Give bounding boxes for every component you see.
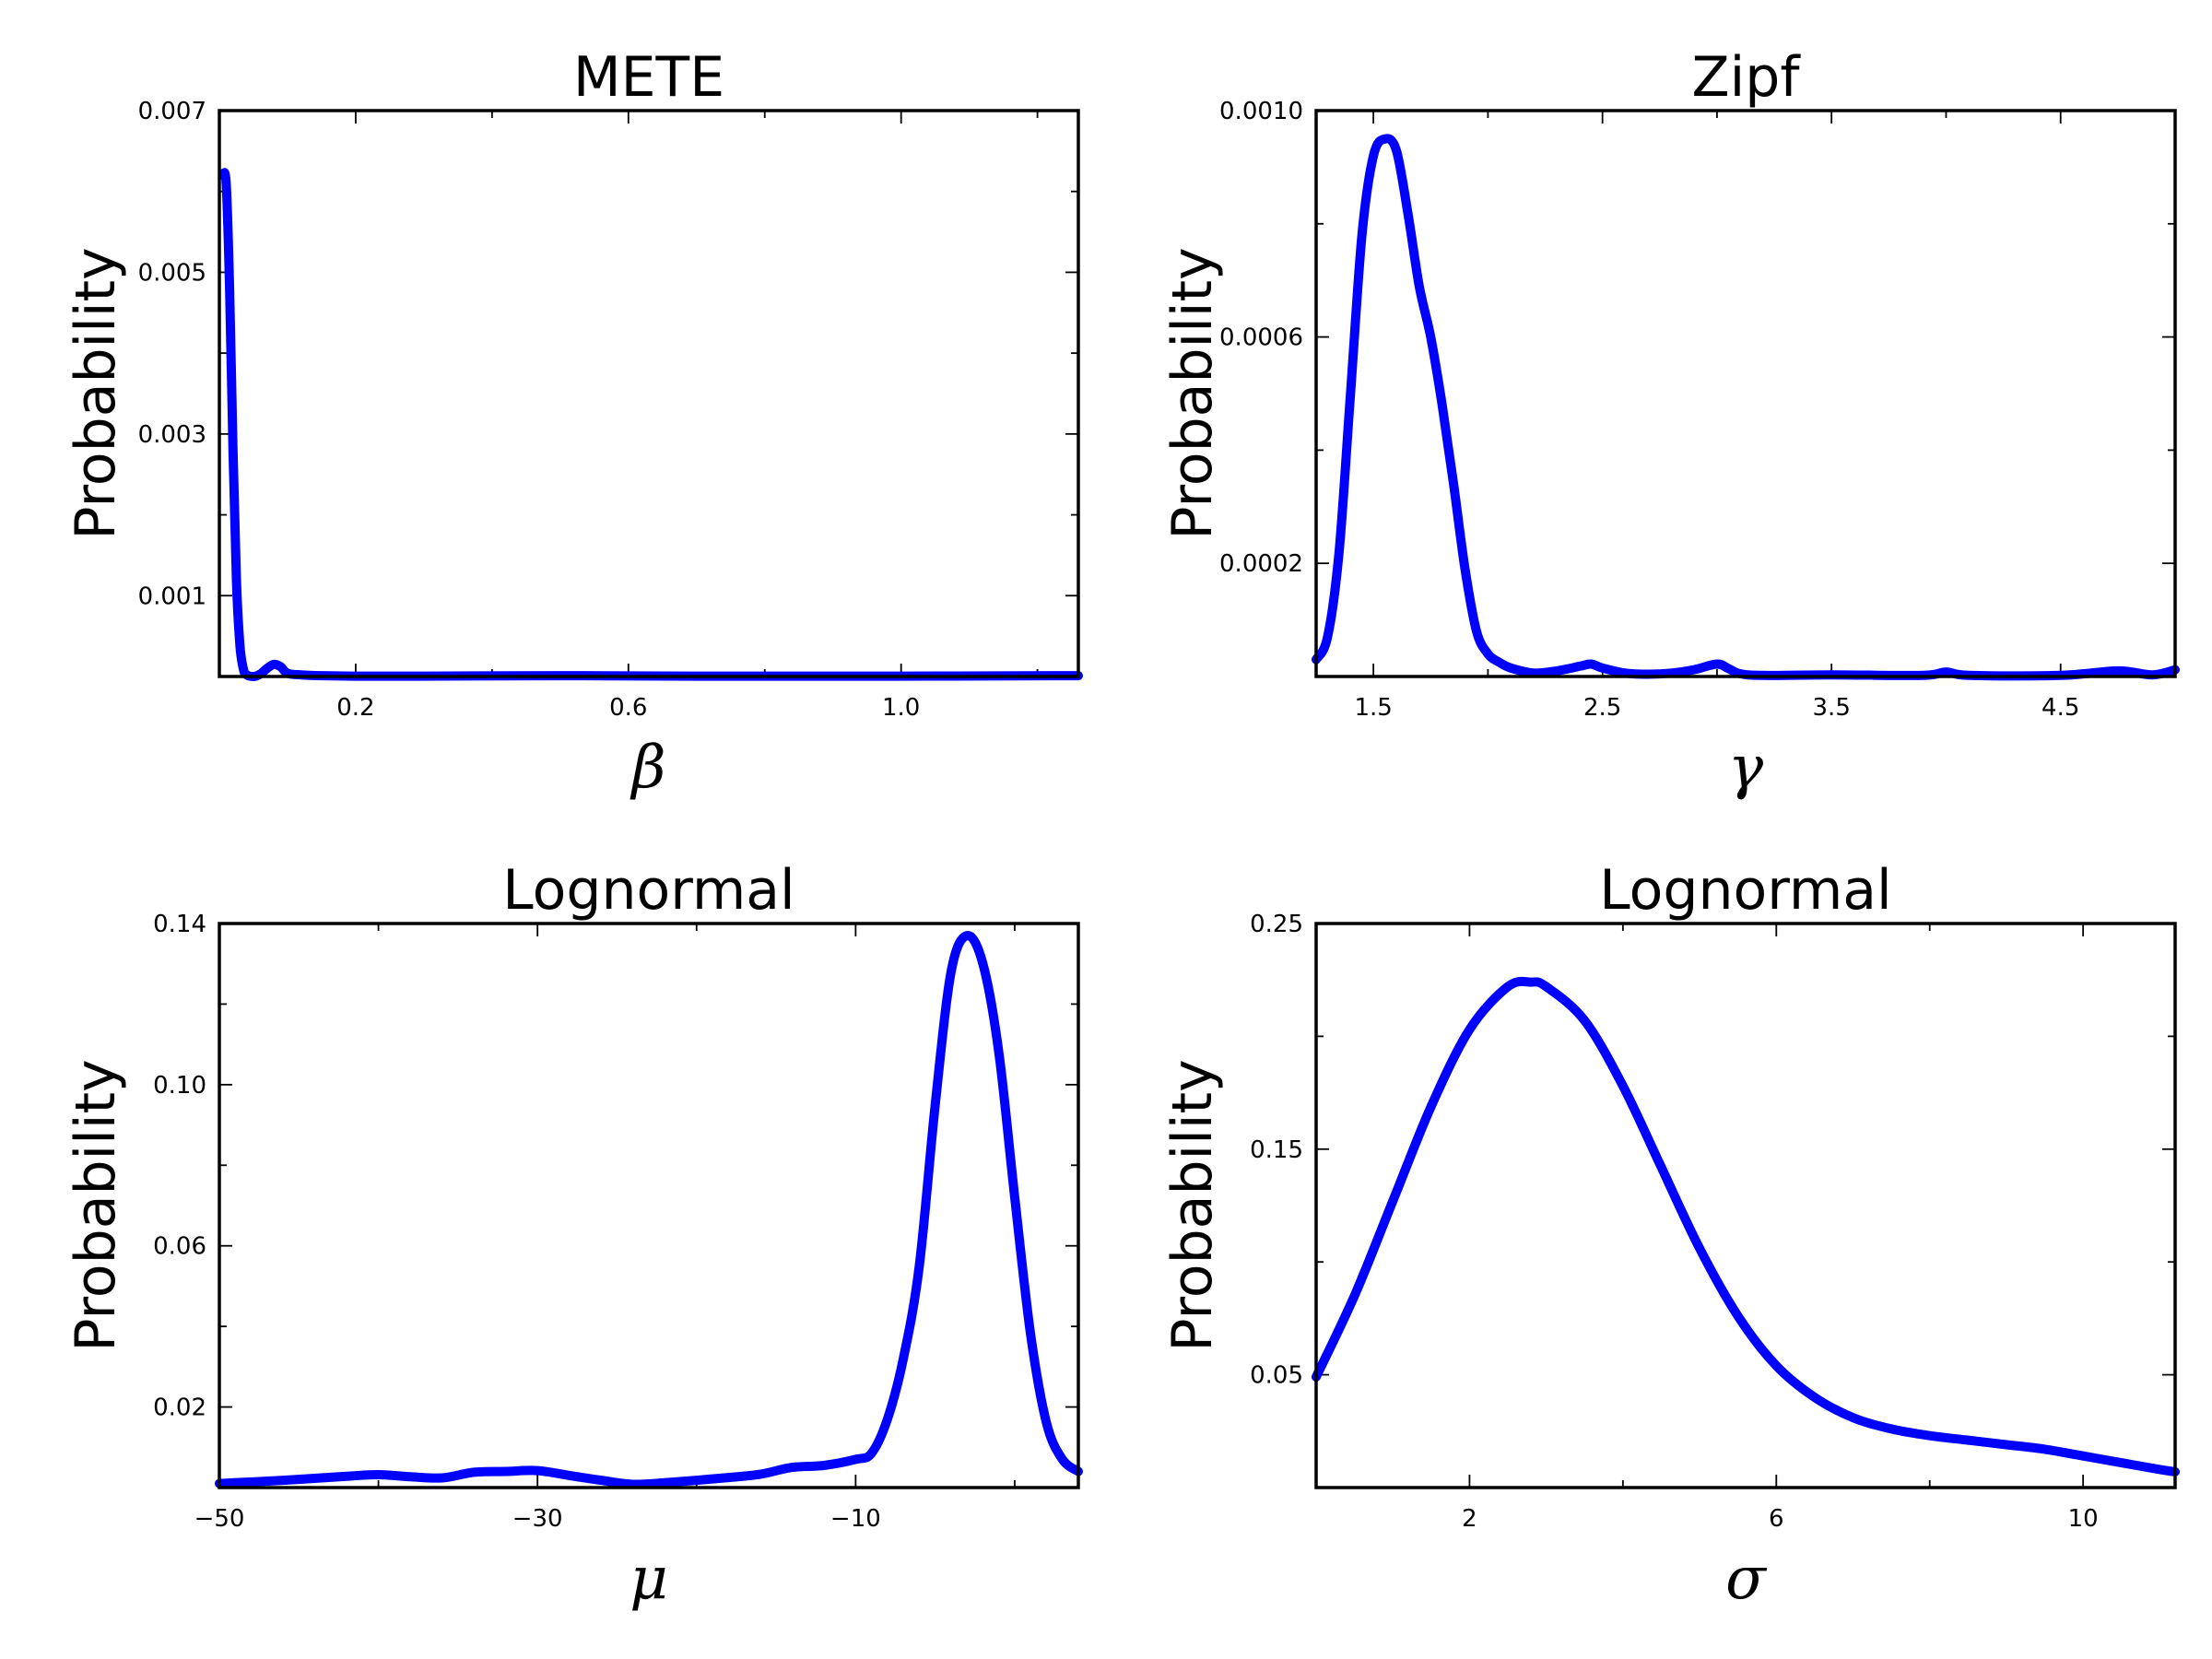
panel-mete: METE Probability β 0.2 0.6 1.00.0010.0030.… [64,45,1083,802]
tick-group: 0.2 0.6 1.0 0.001 0.003 0.005 0.007 [138,98,1078,722]
x-tick-label: 0.6 [609,694,647,722]
panel-title: Lognormal [1599,858,1891,923]
y-tick-label: 0.0006 [1219,324,1303,352]
x-axis-label: γ [1728,734,1764,802]
y-tick-label: 0.06 [153,1233,206,1261]
series-line [1312,134,2180,681]
y-tick-label: 0.005 [138,259,206,287]
y-tick-label: 0.25 [1250,911,1303,938]
y-tick-label: 0.0002 [1219,550,1303,578]
y-tick-label: 0.007 [138,98,206,125]
tick-group: −50 −30 −10 0.02 0.06 0.10 0.14 [153,911,1078,1533]
y-axis-label: Probability [64,247,128,539]
x-tick-label: 3.5 [1813,694,1851,722]
x-tick-label: −50 [194,1505,245,1533]
y-axis-label: Probability [1160,1059,1225,1351]
plot-area [1314,109,2177,678]
panel-lognormal-mu: Lognormal Probability μ −50 −30 −10 0.02 0.0… [64,858,1083,1613]
y-axis-label: Probability [64,1059,128,1351]
series-line [218,168,1083,681]
plot-area [218,922,1080,1489]
x-axis-label: σ [1725,1545,1768,1613]
y-tick-label: 0.05 [1250,1362,1303,1390]
panel-lognormal-sigma: Lognormal Probability σ 2 6 10 0.05 0.15 0.25 [1160,858,2180,1613]
panel-title: Lognormal [502,858,794,923]
x-tick-label: 1.5 [1354,694,1392,722]
y-tick-label: 0.02 [153,1394,206,1422]
x-tick-label: 4.5 [2041,694,2079,722]
tick-group: 1.5 2.5 3.5 4.5 0.0002 0.0006 0.0010 [1219,98,2176,722]
panel-zipf: Zipf Probability γ 1.5 2.5 3.5 4.5 0.0002 0.0… [1160,45,2180,802]
x-axis-label: μ [629,1545,668,1613]
x-tick-label: 1.0 [882,694,920,722]
x-tick-label: 10 [2068,1505,2099,1533]
x-tick-label: −30 [512,1505,563,1533]
plot-area [1314,922,2177,1489]
x-axis-label: β [630,734,666,802]
series-line [1312,976,2180,1477]
y-tick-label: 0.003 [138,421,206,449]
tick-group: 2 6 10 0.05 0.15 0.25 [1250,911,2175,1533]
x-tick-label: 2 [1462,1505,1477,1533]
y-tick-label: 0.001 [138,582,206,610]
y-tick-label: 0.0010 [1219,98,1303,125]
y-tick-label: 0.10 [153,1072,206,1100]
panel-title: Zipf [1692,45,1802,110]
y-tick-label: 0.15 [1250,1136,1303,1164]
y-tick-label: 0.14 [153,911,206,938]
series-line [215,931,1083,1489]
y-axis-label: Probability [1160,247,1225,539]
x-tick-label: 6 [1769,1505,1784,1533]
plot-area [218,109,1080,678]
panel-title: METE [573,45,724,110]
x-tick-label: 2.5 [1583,694,1621,722]
x-tick-label: 0.2 [336,694,374,722]
x-tick-label: −10 [830,1505,881,1533]
